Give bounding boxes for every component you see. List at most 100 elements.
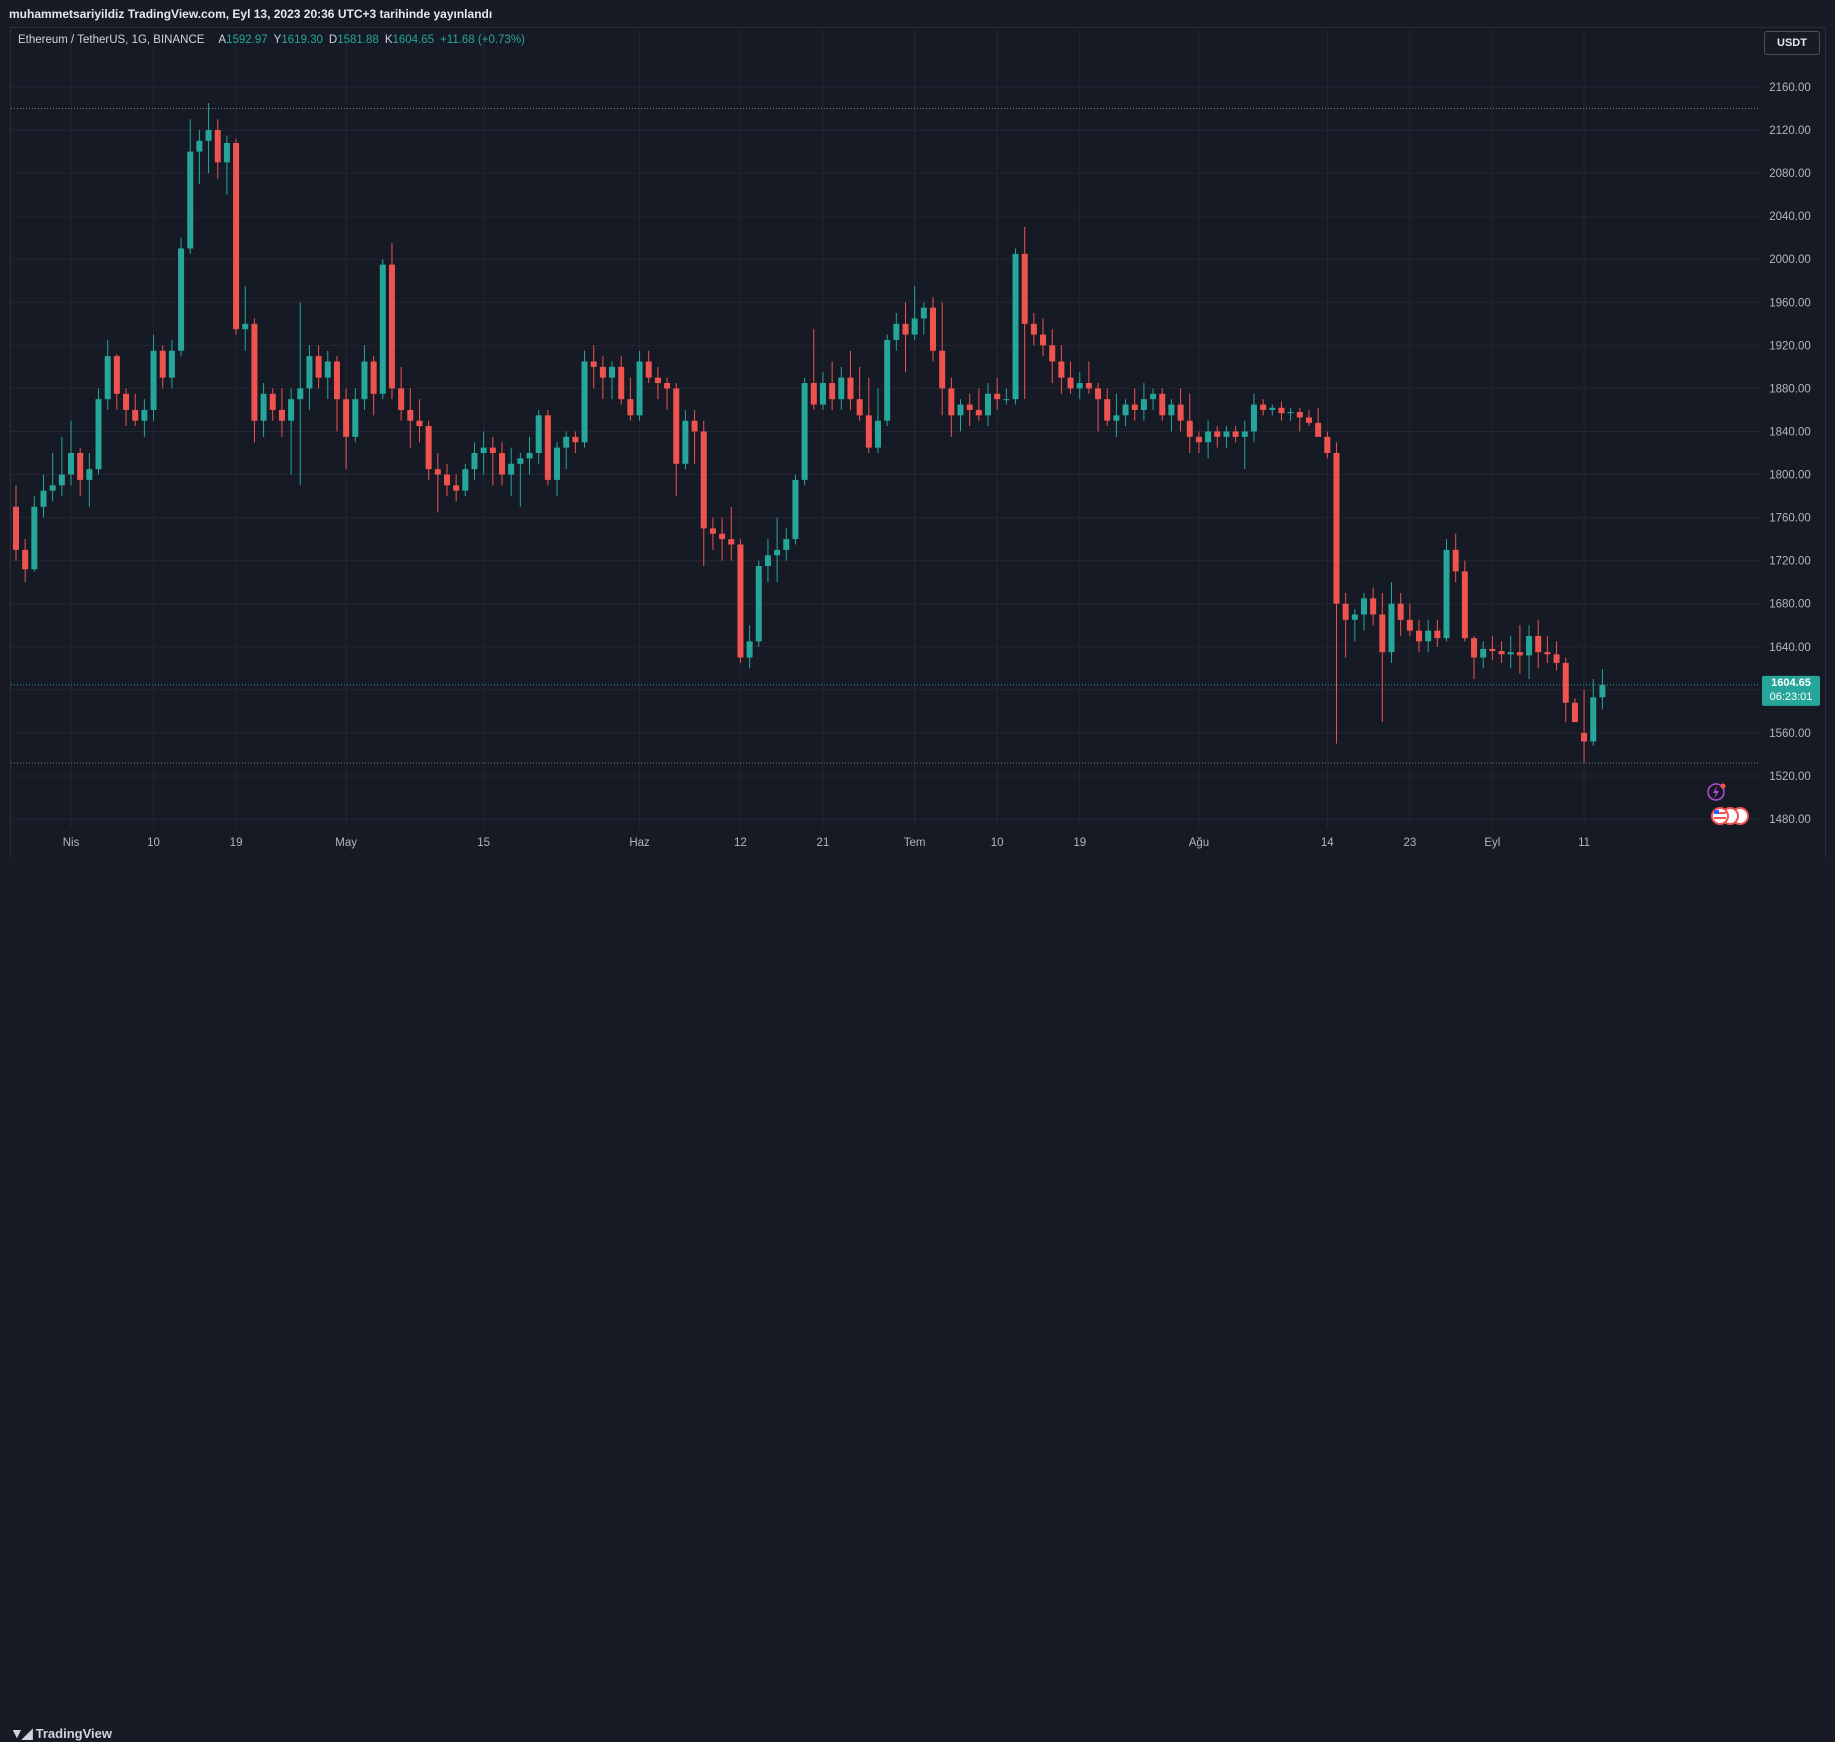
price-tick-label: 2000.00 [1769, 254, 1811, 266]
candle-body [1195, 436, 1202, 443]
candle-body [1095, 388, 1102, 400]
footer-bar: ▼◢ TradingView [0, 858, 1835, 1741]
candle [196, 130, 203, 184]
candle-body [434, 469, 441, 475]
candle [1040, 318, 1047, 357]
candle-body [1581, 732, 1588, 742]
time-tick-label: 14 [1321, 837, 1334, 849]
candle-body [1507, 652, 1514, 655]
candle [838, 366, 845, 410]
candle [1370, 587, 1377, 626]
candle-body [1489, 648, 1496, 652]
candle [618, 356, 625, 405]
candle-body [1452, 549, 1459, 572]
candle-body [489, 447, 496, 453]
candlestick-chart[interactable]: 1480.001520.001560.001600.001640.001680.… [0, 0, 1835, 893]
candle-body [1397, 603, 1404, 620]
candle-body [407, 409, 414, 421]
candle [1351, 609, 1358, 642]
candle-body [333, 361, 340, 400]
candle [1021, 226, 1028, 400]
candle [471, 442, 478, 480]
candle [1269, 404, 1276, 416]
candle [168, 339, 175, 389]
price-tick-label: 2040.00 [1769, 211, 1811, 223]
candle-body [361, 361, 368, 400]
candle-body [306, 356, 313, 389]
time-tick-label: 10 [147, 837, 160, 849]
candle [95, 388, 102, 475]
candle [288, 388, 295, 475]
ohlc-legend: Ethereum / TetherUS, 1G, BINANCE A 1592.9… [18, 34, 525, 46]
candle-body [205, 130, 212, 141]
candle-body [664, 383, 671, 389]
time-tick-label: 19 [230, 837, 243, 849]
candle-body [819, 383, 826, 405]
tradingview-logo[interactable]: ▼◢ TradingView [10, 1725, 112, 1742]
candle [719, 517, 726, 561]
candle [544, 409, 551, 486]
candle [1104, 388, 1111, 427]
low-label: D [328, 34, 338, 46]
candle [278, 388, 285, 437]
candle [700, 420, 707, 567]
candle-body [911, 318, 918, 335]
candle-body [1131, 404, 1138, 410]
time-tick-label: Nis [63, 837, 80, 849]
candle [847, 350, 854, 410]
candle [1406, 603, 1413, 636]
time-tick-label: Tem [904, 837, 926, 849]
candle [1480, 641, 1487, 669]
candle [581, 350, 588, 448]
candle-body [1177, 404, 1184, 421]
candle [443, 463, 450, 497]
candle-body [1150, 393, 1157, 400]
candle-body [994, 393, 1001, 400]
candle [306, 345, 313, 410]
candle-body [1516, 652, 1523, 656]
candle [1296, 407, 1303, 432]
symbol-title: Ethereum / TetherUS, 1G, BINANCE [18, 34, 205, 46]
candle [132, 393, 139, 427]
candle [453, 474, 460, 502]
candle-body [1553, 654, 1560, 663]
candle [1058, 345, 1065, 394]
candle [178, 237, 185, 357]
candle [920, 302, 927, 335]
candle-body [233, 142, 240, 330]
candle-body [1443, 549, 1450, 639]
candle [40, 474, 47, 518]
candle-body [86, 469, 93, 480]
candle [425, 420, 432, 480]
candle [1076, 372, 1083, 400]
flash-event-icon [1707, 783, 1726, 801]
candle [1278, 401, 1285, 421]
candle-body [966, 404, 973, 410]
candle-body [682, 420, 689, 464]
candle-body [1305, 417, 1312, 423]
candle-body [1324, 436, 1331, 453]
time-axis: Nis 10 19 May 15 Haz 12 21 Tem 10 19 Ağu 14 23 Eyl 11 [63, 837, 1590, 849]
candle [554, 442, 561, 497]
candle-body [939, 350, 946, 389]
candle [462, 463, 469, 497]
candle [737, 539, 744, 663]
candle-body [838, 377, 845, 400]
candle-body [599, 366, 606, 378]
candle-body [975, 409, 982, 416]
candle-body [214, 130, 221, 163]
candle-body [948, 388, 955, 416]
candle-body [1232, 431, 1239, 437]
price-tick-label: 1560.00 [1769, 728, 1811, 740]
candle-body [1379, 614, 1386, 653]
candle-body [1287, 412, 1294, 414]
candle [948, 377, 955, 437]
currency-button[interactable]: USDT [1764, 31, 1820, 55]
candle [379, 259, 386, 400]
last-price-tag-bg [1762, 675, 1820, 706]
candle-body [1388, 603, 1395, 653]
candle-body [957, 404, 964, 416]
price-tick-label: 2080.00 [1769, 168, 1811, 180]
candle [1388, 582, 1395, 663]
price-tick-label: 1960.00 [1769, 297, 1811, 309]
